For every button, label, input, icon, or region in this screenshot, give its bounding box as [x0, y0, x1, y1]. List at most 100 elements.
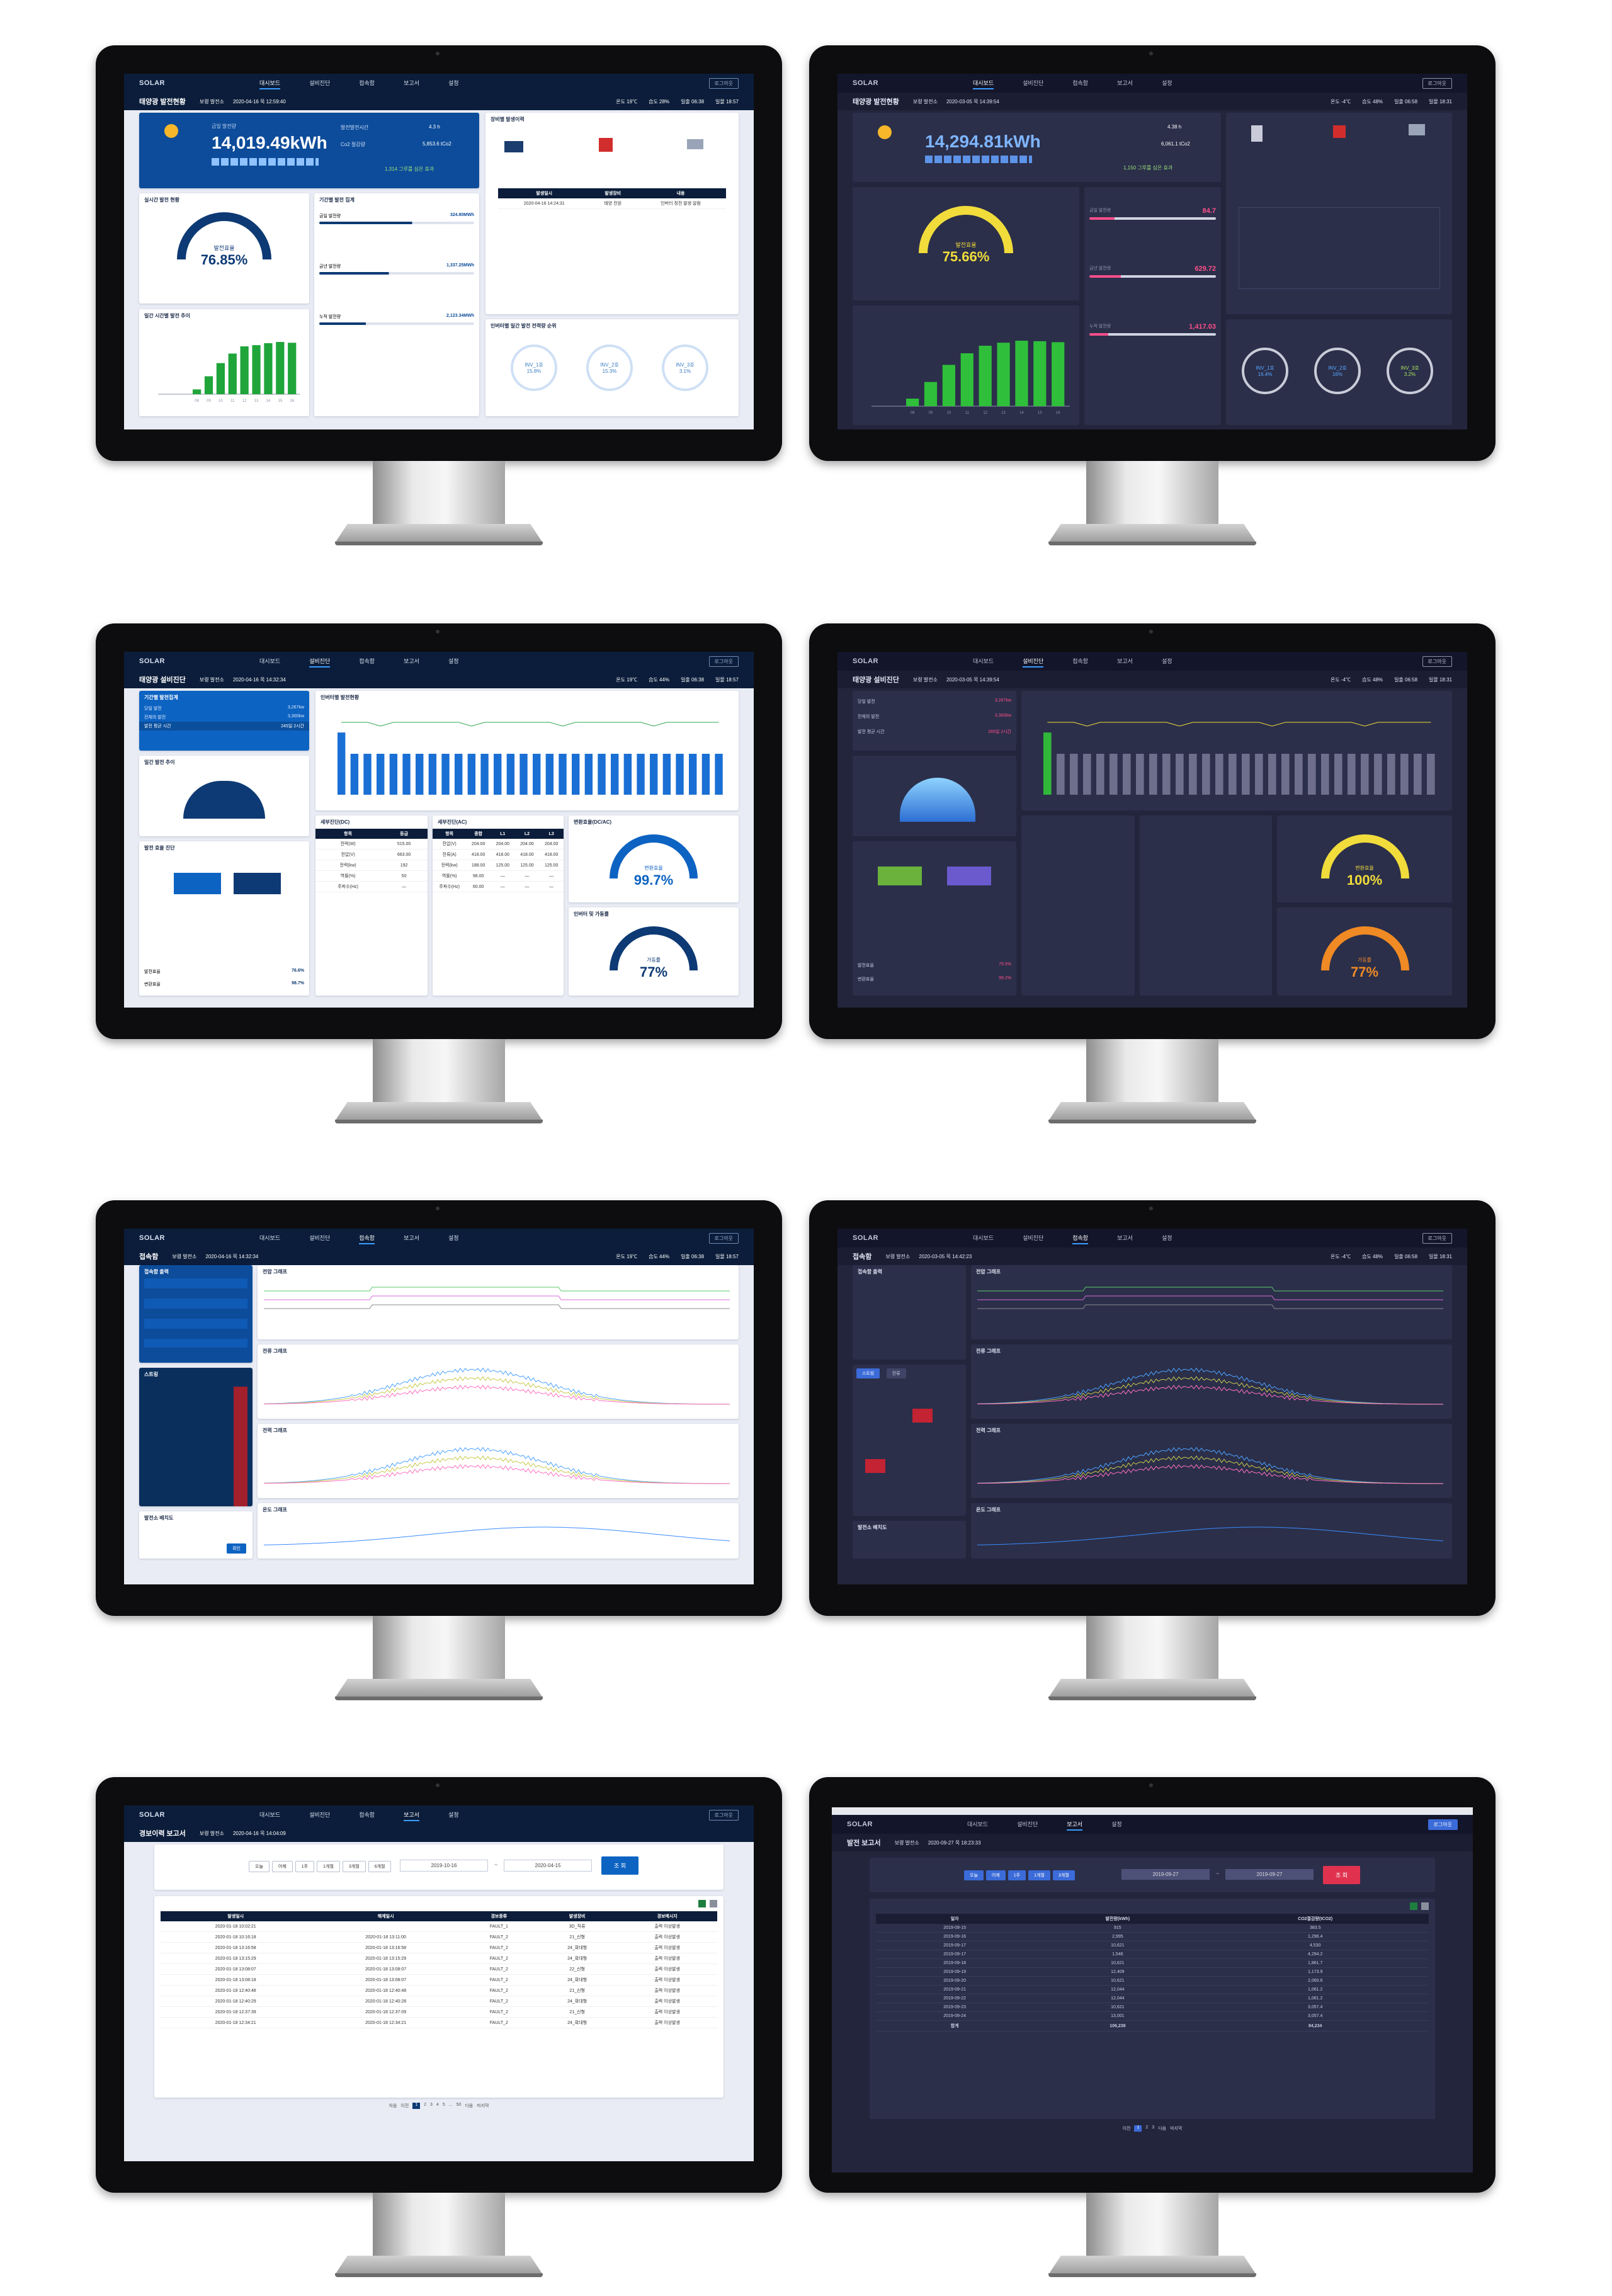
nav-settings[interactable]: 설정: [1111, 1821, 1122, 1827]
filter-1week[interactable]: 1주: [1007, 1870, 1026, 1880]
nav-settings[interactable]: 설정: [1161, 657, 1172, 664]
excel-icon[interactable]: [1410, 1902, 1417, 1910]
nav-junction[interactable]: 접속함: [1072, 79, 1089, 86]
page-link[interactable]: 이전: [1122, 2127, 1131, 2131]
filter-3months[interactable]: 3개월: [342, 1861, 366, 1872]
filter-1month[interactable]: 1개월: [1028, 1870, 1050, 1880]
nav-diagnosis[interactable]: 설비진단: [309, 656, 331, 668]
page-link[interactable]: 1: [412, 2103, 421, 2109]
logout-button[interactable]: 로그아웃: [708, 1232, 739, 1244]
nav-diagnosis[interactable]: 설비진단: [309, 1234, 331, 1241]
nav-diagnosis[interactable]: 설비진단: [1023, 79, 1044, 86]
device-history-card: [1226, 113, 1452, 314]
page-link[interactable]: 다음: [1158, 2127, 1167, 2131]
page-link[interactable]: 1: [1134, 2125, 1142, 2132]
logout-button[interactable]: 로그아웃: [708, 656, 739, 667]
nav-dashboard[interactable]: 대시보드: [973, 657, 994, 664]
nav-junction[interactable]: 접속함: [359, 1232, 375, 1244]
filter-today[interactable]: 오늘: [964, 1870, 984, 1880]
page-link[interactable]: 50: [456, 2103, 462, 2107]
search-button[interactable]: 조 회: [1323, 1866, 1361, 1884]
nav-junction[interactable]: 접속함: [1072, 1232, 1089, 1244]
date-from-input[interactable]: 2019-10-16: [400, 1860, 488, 1872]
date-to-input[interactable]: 2019-09-27: [1225, 1869, 1314, 1880]
nav-dashboard[interactable]: 대시보드: [259, 657, 281, 664]
tab-string[interactable]: 스트링: [856, 1368, 880, 1378]
nav-junction[interactable]: 접속함: [359, 657, 375, 664]
bar: [1229, 754, 1237, 795]
page-link[interactable]: 3: [1152, 2125, 1155, 2130]
nav-junction[interactable]: 접속함: [1072, 657, 1089, 664]
nav-report[interactable]: 보고서: [1067, 1819, 1083, 1831]
page-link[interactable]: 마지막: [477, 2104, 489, 2108]
nav-settings[interactable]: 설정: [1161, 79, 1172, 86]
page-title: 발전 보고서: [847, 1839, 881, 1847]
page-link[interactable]: ...: [448, 2103, 453, 2107]
page-link[interactable]: 다음: [465, 2104, 474, 2108]
nav-report[interactable]: 보고서: [1117, 657, 1133, 664]
page-link[interactable]: 5: [442, 2103, 445, 2107]
nav-diagnosis[interactable]: 설비진단: [309, 1811, 331, 1818]
filter-6months[interactable]: 6개월: [368, 1861, 392, 1872]
confirm-button[interactable]: 확인: [227, 1543, 246, 1554]
nav-dashboard[interactable]: 대시보드: [967, 1821, 989, 1827]
nav-dashboard[interactable]: 대시보드: [259, 77, 281, 89]
page-link[interactable]: 처음: [389, 2104, 397, 2108]
temperature: 온도 -4℃: [1331, 98, 1351, 105]
logout-button[interactable]: 로그아웃: [708, 1809, 739, 1821]
date-to-input[interactable]: 2020-04-15: [504, 1860, 592, 1872]
filter-today[interactable]: 오늘: [249, 1861, 270, 1872]
nav-dashboard[interactable]: 대시보드: [259, 1234, 281, 1241]
date-from-input[interactable]: 2019-09-27: [1121, 1869, 1210, 1880]
nav-settings[interactable]: 설정: [448, 1811, 459, 1818]
sub-header: 태양광 발전현황 보령 발전소 2020-04-16 목 12:59:40 온도…: [124, 93, 754, 110]
dc-card: [1021, 816, 1135, 996]
page-link[interactable]: 2: [1145, 2125, 1149, 2130]
table-cell: 1,061.2: [1201, 1985, 1429, 1994]
nav-dashboard[interactable]: 대시보드: [973, 1234, 994, 1241]
page-link[interactable]: 4: [436, 2103, 439, 2107]
nav-settings[interactable]: 설정: [448, 79, 459, 86]
logout-button[interactable]: 로그아웃: [1422, 656, 1452, 667]
filter-1week[interactable]: 1주: [295, 1861, 315, 1872]
filter-3months[interactable]: 3개월: [1052, 1870, 1075, 1880]
top-nav: SOLAR 대시보드 설비진단 접속함 보고서 설정 로그아웃: [124, 652, 754, 671]
nav-settings[interactable]: 설정: [448, 657, 459, 664]
page-link[interactable]: 2: [424, 2103, 426, 2107]
print-icon[interactable]: [1421, 1902, 1429, 1910]
page-link[interactable]: 이전: [400, 2104, 409, 2108]
filter-1month[interactable]: 1개월: [317, 1861, 340, 1872]
nav-junction[interactable]: 접속함: [359, 1811, 375, 1818]
nav-report[interactable]: 보고서: [404, 1234, 419, 1241]
filter-yesterday[interactable]: 어제: [985, 1870, 1006, 1880]
nav-settings[interactable]: 설정: [1161, 1234, 1172, 1241]
nav-diagnosis[interactable]: 설비진단: [1017, 1821, 1038, 1827]
nav-settings[interactable]: 설정: [448, 1234, 459, 1241]
table-row: 2020-01-18 12:37:39 2020-01-18 12:37:09 FA…: [161, 2006, 717, 2018]
excel-icon[interactable]: [698, 1900, 706, 1907]
logout-button[interactable]: 로그아웃: [708, 77, 739, 89]
nav-diagnosis[interactable]: 설비진단: [309, 79, 331, 86]
series-line: [264, 1526, 730, 1545]
nav-dashboard[interactable]: 대시보드: [259, 1811, 281, 1818]
page-link[interactable]: 3: [430, 2103, 433, 2107]
logout-button[interactable]: 로그아웃: [1428, 1819, 1458, 1830]
filter-yesterday[interactable]: 어제: [271, 1861, 293, 1872]
logout-button[interactable]: 로그아웃: [1422, 1232, 1452, 1244]
nav-report[interactable]: 보고서: [1117, 79, 1133, 86]
tab-current[interactable]: 전류: [886, 1368, 906, 1378]
search-button[interactable]: 조 회: [601, 1856, 639, 1875]
nav-diagnosis[interactable]: 설비진단: [1023, 1234, 1044, 1241]
nav-report[interactable]: 보고서: [404, 79, 419, 86]
nav-junction[interactable]: 접속함: [359, 79, 375, 86]
nav-report[interactable]: 보고서: [1117, 1234, 1133, 1241]
print-icon[interactable]: [710, 1900, 717, 1907]
bar: [1308, 754, 1316, 795]
nav-dashboard[interactable]: 대시보드: [973, 77, 994, 89]
page-link[interactable]: 마지막: [1170, 2127, 1183, 2131]
nav-report[interactable]: 보고서: [404, 1809, 419, 1821]
nav-report[interactable]: 보고서: [404, 657, 419, 664]
nav-diagnosis[interactable]: 설비진단: [1023, 656, 1044, 668]
inverter-status-card: 인버터별 발전현황: [315, 691, 739, 810]
logout-button[interactable]: 로그아웃: [1422, 77, 1452, 89]
